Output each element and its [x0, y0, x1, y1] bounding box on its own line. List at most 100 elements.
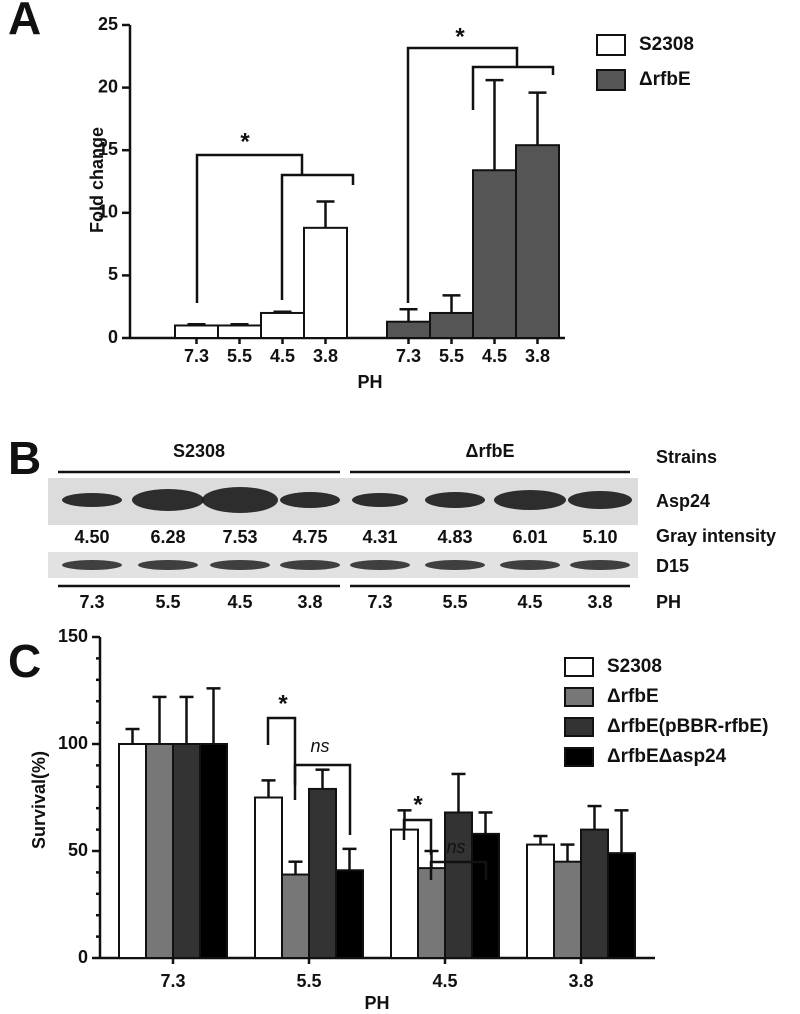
bar	[303, 226, 348, 340]
blot-band	[280, 492, 340, 508]
bar	[471, 832, 500, 960]
significance-bracket	[402, 818, 433, 855]
x-tick-label: 3.8	[568, 971, 593, 991]
error-bar	[399, 307, 418, 322]
bar	[526, 843, 555, 960]
error-bar	[152, 695, 167, 744]
ph-value: 4.5	[227, 592, 252, 612]
error-bar	[316, 200, 335, 228]
bar	[580, 828, 609, 959]
gray-intensity-value: 6.28	[150, 527, 185, 547]
legend-swatch	[596, 34, 626, 56]
bar	[260, 311, 305, 339]
ph-value: 3.8	[297, 592, 322, 612]
bar	[417, 867, 446, 959]
row-label: D15	[656, 556, 689, 576]
strain-label: ΔrfbE	[466, 441, 515, 461]
significance-bracket	[195, 153, 304, 303]
blot-band	[138, 560, 198, 570]
y-tick-label: 15	[98, 139, 118, 159]
bar	[118, 743, 147, 959]
bar	[172, 743, 201, 959]
ph-value: 5.5	[442, 592, 467, 612]
blot-band	[280, 560, 340, 570]
row-label: Strains	[656, 447, 717, 467]
bar	[335, 869, 364, 960]
legend-swatch	[564, 687, 594, 707]
blot-band	[62, 560, 122, 570]
legend-swatch	[564, 747, 594, 767]
blot-band	[132, 489, 204, 511]
gray-intensity-value: 4.50	[74, 527, 109, 547]
gray-intensity-value: 6.01	[512, 527, 547, 547]
y-tick-label: 0	[78, 947, 88, 967]
y-axis-label: Survival(%)	[29, 751, 49, 849]
y-tick-label: 10	[98, 202, 118, 222]
gray-intensity-value: 4.31	[362, 527, 397, 547]
error-bar	[187, 322, 206, 326]
bar	[281, 873, 310, 959]
gray-intensity-value: 5.10	[582, 527, 617, 547]
blot-band	[210, 560, 270, 570]
error-bar	[442, 294, 461, 313]
significance-bracket	[293, 763, 352, 835]
error-bar	[587, 804, 602, 830]
x-tick-label: 5.5	[227, 346, 252, 366]
bar	[515, 144, 560, 339]
annotation: ns	[446, 837, 465, 857]
blot-band	[570, 560, 630, 570]
gray-intensity-value: 4.83	[437, 527, 472, 547]
gray-intensity-value: 4.75	[292, 527, 327, 547]
error-bar	[273, 310, 292, 313]
x-tick-label: 4.5	[432, 971, 457, 991]
bar	[199, 743, 228, 959]
legend-label: ΔrfbE(pBBR-rfbE)	[607, 716, 768, 737]
blot-band	[352, 493, 408, 507]
y-tick-label: 150	[58, 626, 88, 646]
error-bar	[533, 834, 548, 845]
legend-label: S2308	[607, 656, 662, 677]
strain-label: S2308	[173, 441, 225, 461]
error-bar	[206, 687, 221, 744]
annotation: *	[278, 690, 288, 717]
y-axis-label: Fold change	[87, 127, 107, 233]
legend-label: ΔrfbE	[639, 69, 691, 90]
gray-intensity-value: 7.53	[222, 527, 257, 547]
ph-value: 7.3	[79, 592, 104, 612]
error-bar	[528, 91, 547, 146]
ph-value: 7.3	[367, 592, 392, 612]
x-axis-label: PH	[364, 993, 389, 1013]
significance-bracket	[406, 46, 519, 303]
row-label: Asp24	[656, 491, 710, 511]
x-tick-label: 5.5	[296, 971, 321, 991]
blot-band	[568, 491, 632, 509]
blot-band	[494, 490, 566, 510]
blot-band	[350, 560, 410, 570]
x-tick-label: 3.8	[313, 346, 338, 366]
ph-value: 3.8	[587, 592, 612, 612]
annotation: ns	[310, 736, 329, 756]
bar	[386, 320, 431, 339]
bar	[308, 787, 337, 959]
row-label: Gray intensity	[656, 526, 776, 546]
bar	[217, 324, 262, 340]
panel-letter: C	[8, 635, 41, 687]
y-tick-label: 25	[98, 14, 118, 34]
y-tick-label: 5	[108, 264, 118, 284]
x-tick-label: 4.5	[270, 346, 295, 366]
annotation: *	[240, 128, 250, 155]
error-bar	[125, 727, 140, 744]
legend-label: ΔrfbE	[607, 686, 659, 707]
significance-bracket	[429, 860, 488, 880]
legend-swatch	[596, 69, 626, 91]
error-bar	[478, 811, 493, 834]
x-tick-label: 7.3	[184, 346, 209, 366]
x-tick-label: 3.8	[525, 346, 550, 366]
bar	[174, 324, 219, 340]
y-tick-label: 20	[98, 76, 118, 96]
legend-label: S2308	[639, 34, 694, 55]
blot-band	[425, 492, 485, 508]
legend-swatch	[564, 717, 594, 737]
